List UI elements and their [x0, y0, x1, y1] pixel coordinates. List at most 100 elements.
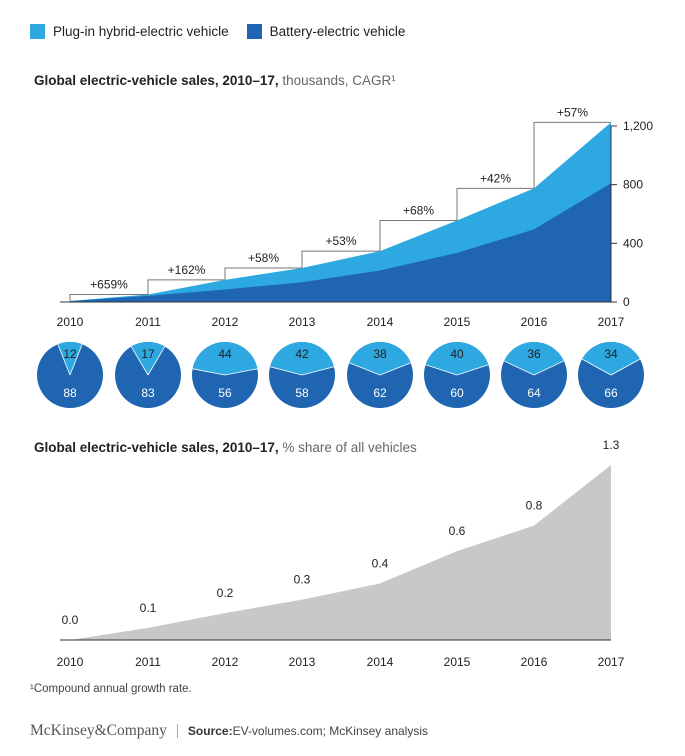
cagr-label: +659% [90, 278, 128, 292]
pie-bev-label: 56 [218, 386, 232, 400]
cagr-label: +57% [557, 105, 588, 119]
share-value-label: 0.1 [140, 601, 157, 615]
x-tick-label: 2017 [598, 315, 625, 329]
pie-phev-label: 40 [450, 347, 464, 361]
x-tick-label: 2014 [367, 315, 394, 329]
pie-bev-label: 64 [527, 386, 541, 400]
share-value-label: 0.3 [294, 573, 311, 587]
legend-item-bev: Battery-electric vehicle [246, 24, 406, 39]
pie-phev-slice [270, 341, 334, 375]
cagr-label: +162% [168, 263, 206, 277]
share-x-tick-label: 2017 [598, 655, 625, 669]
legend-label-bev: Battery-electric vehicle [269, 24, 406, 39]
x-tick-label: 2012 [212, 315, 239, 329]
cagr-label: +58% [248, 251, 279, 265]
legend: Plug-in hybrid-electric vehicle Battery-… [30, 24, 423, 39]
pie-bev-label: 58 [295, 386, 309, 400]
pie-divider [425, 364, 458, 376]
pie-bev-label: 83 [141, 386, 155, 400]
pie-divider [57, 344, 71, 376]
pie-phev-label: 34 [604, 347, 618, 361]
share-x-tick-label: 2014 [367, 655, 394, 669]
y-tick-label: 1,200 [623, 119, 653, 133]
legend-item-phev: Plug-in hybrid-electric vehicle [30, 24, 229, 39]
share-value-label: 1.3 [603, 438, 620, 452]
share-x-tick-label: 2012 [212, 655, 239, 669]
share-value-label: 0.0 [62, 613, 79, 627]
cagr-step-line [224, 267, 302, 280]
source-text: EV-volumes.com; McKinsey analysis [232, 724, 428, 738]
x-tick-label: 2011 [135, 315, 161, 329]
y-tick-label: 0 [623, 295, 630, 309]
sales-chart-title-bold: Global electric-vehicle sales, 2010–17, [34, 73, 279, 88]
share-chart-title-bold: Global electric-vehicle sales, 2010–17, [34, 440, 279, 455]
share-x-tick-label: 2010 [57, 655, 84, 669]
cagr-label: +68% [403, 203, 434, 217]
cagr-step-line [69, 294, 148, 301]
pie-phev-slice [192, 342, 258, 375]
legend-swatch-bev [246, 24, 262, 39]
cagr-step-line [533, 121, 611, 189]
x-tick-label: 2016 [521, 315, 548, 329]
y-tick-label: 400 [623, 236, 643, 250]
pie-divider [301, 366, 335, 376]
x-tick-label: 2013 [289, 315, 316, 329]
pie-divider [147, 346, 166, 376]
share-value-label: 0.8 [526, 499, 543, 513]
share-chart-title: Global electric-vehicle sales, 2010–17, … [34, 440, 417, 455]
x-tick-label: 2015 [444, 315, 471, 329]
sales-chart-title-rest: thousands, CAGR¹ [278, 73, 396, 88]
pie-phev-slice [504, 342, 564, 375]
pie-bev-label: 62 [373, 386, 387, 400]
area-bev [70, 183, 611, 302]
pie-phev-label: 38 [373, 347, 387, 361]
footer-separator [176, 724, 178, 738]
pie-bev-label: 60 [450, 386, 464, 400]
x-tick-label: 2010 [57, 315, 84, 329]
pie-phev-label: 17 [141, 347, 155, 361]
area-share [70, 465, 611, 640]
cagr-label: +53% [325, 234, 356, 248]
pie-phev-slice [349, 342, 411, 375]
legend-swatch-phev [30, 24, 45, 39]
pie-divider [533, 360, 565, 376]
share-x-tick-label: 2015 [444, 655, 471, 669]
pie-bev-label: 66 [604, 386, 618, 400]
share-chart-title-rest: % share of all vehicles [278, 440, 417, 455]
legend-label-phev: Plug-in hybrid-electric vehicle [53, 24, 229, 39]
pie-phev-label: 44 [218, 347, 232, 361]
mckinsey-logo: McKinsey&Company [30, 722, 167, 739]
pie-divider [69, 344, 83, 376]
pie-phev-slice [57, 342, 83, 375]
pie-divider [503, 360, 535, 376]
cagr-step-line [379, 219, 457, 252]
pie-divider [581, 358, 612, 376]
source-label: Source: [187, 724, 233, 738]
cagr-label: +42% [480, 171, 511, 185]
pie-divider [192, 368, 226, 376]
share-x-tick-label: 2011 [135, 655, 161, 669]
pie-bev-label: 88 [63, 386, 77, 400]
pie-divider [610, 358, 641, 376]
cagr-step-line [456, 187, 534, 221]
pie-phev-slice [425, 342, 489, 375]
pie-divider [379, 362, 411, 376]
pie-divider [456, 364, 489, 376]
pie-phev-label: 12 [63, 347, 77, 361]
share-value-label: 0.2 [217, 586, 234, 600]
y-tick-label: 800 [623, 178, 643, 192]
pie-divider [269, 366, 303, 376]
share-x-tick-label: 2013 [289, 655, 316, 669]
footer: McKinsey&Company Source: EV-volumes.com;… [30, 722, 428, 740]
pie-divider [224, 368, 258, 376]
pie-phev-slice [131, 342, 165, 375]
sales-chart-title: Global electric-vehicle sales, 2010–17, … [34, 73, 396, 88]
pie-divider [130, 346, 149, 376]
share-value-label: 0.4 [372, 556, 389, 570]
cagr-step-line [301, 250, 380, 268]
cagr-step-line [147, 279, 225, 295]
pie-divider [349, 362, 381, 376]
share-x-tick-label: 2016 [521, 655, 548, 669]
share-value-label: 0.6 [449, 524, 466, 538]
